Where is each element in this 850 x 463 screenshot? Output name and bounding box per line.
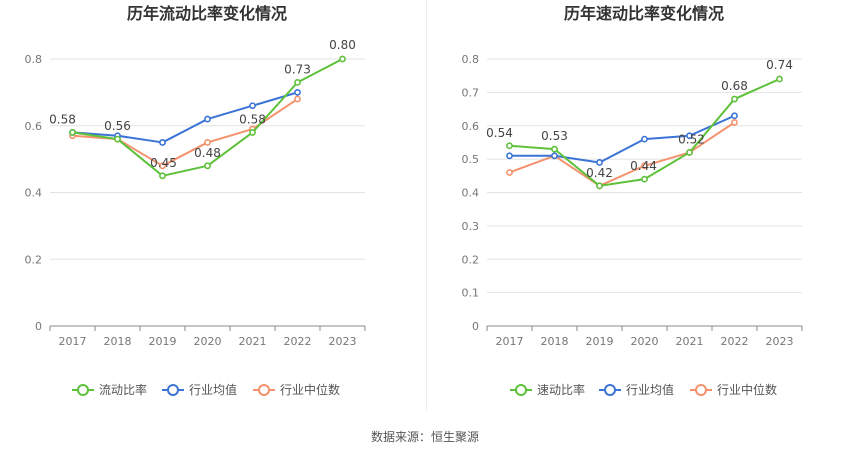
chart2-point-company	[776, 75, 783, 83]
chart2-point-company	[731, 95, 738, 103]
chart2-x-tick-label: 2018	[541, 335, 569, 348]
chart1-line-industry-avg	[72, 91, 298, 144]
chart2-y-tick-label: 0.8	[462, 53, 480, 66]
chart1-point-industry-avg	[294, 88, 301, 96]
chart1-point-industry-avg	[159, 139, 166, 146]
chart1-data-label: 0.48	[194, 146, 221, 160]
chart2-data-label: 0.53	[541, 129, 568, 143]
chart2-x-tick-label: 2019	[586, 335, 614, 348]
chart2-x-tick-label: 2023	[766, 335, 794, 348]
chart1-data-label: 0.56	[104, 119, 131, 133]
chart1-x-tick-label: 2018	[104, 335, 132, 348]
chart2-data-label: 0.42	[586, 166, 613, 180]
chart1-legend-marker-company	[77, 384, 89, 396]
chart2-point-industry-median	[641, 162, 648, 170]
data-source-note: 数据来源：恒生聚源	[370, 430, 479, 444]
chart2-point-company	[506, 142, 513, 150]
chart2-point-industry-median	[731, 119, 738, 126]
chart1-legend-label-industry-avg: 行业均值	[189, 382, 237, 397]
chart2-legend-label-company: 速动比率	[537, 382, 585, 397]
chart1-point-company	[294, 78, 301, 86]
chart2-data-label: 0.68	[721, 79, 748, 93]
chart2-point-company	[686, 149, 693, 156]
chart2-point-company	[596, 182, 603, 190]
chart1-y-tick-label: 0.8	[25, 53, 43, 66]
chart1-x-tick-label: 2019	[149, 335, 177, 348]
chart1-y-tick-label: 0	[35, 320, 42, 333]
chart1-data-label: 0.73	[284, 62, 311, 76]
chart1-x-tick-label: 2020	[194, 335, 222, 348]
chart2-point-industry-avg	[551, 152, 558, 160]
chart1-data-label: 0.58	[239, 112, 266, 126]
chart1-point-company	[204, 162, 211, 170]
chart2-y-tick-label: 0.6	[462, 120, 480, 133]
chart2-x-tick-label: 2022	[721, 335, 749, 348]
chart2-point-industry-avg	[731, 112, 738, 120]
chart1-point-industry-avg	[204, 115, 211, 123]
chart1-y-tick-label: 0.4	[25, 187, 43, 200]
chart1-point-company	[159, 172, 166, 180]
chart2-x-tick-label: 2021	[676, 335, 704, 348]
chart1-legend-marker-industry-avg	[167, 384, 179, 396]
chart1-x-tick-label: 2022	[284, 335, 312, 348]
chart1-point-company	[69, 129, 76, 136]
chart2-y-tick-label: 0	[472, 320, 479, 333]
chart2-legend-marker-industry-avg	[604, 384, 616, 396]
chart1-title: 历年流动比率变化情况	[127, 4, 287, 23]
chart2-point-industry-avg	[506, 152, 513, 160]
chart1-y-tick-label: 0.6	[25, 120, 43, 133]
chart2-y-tick-label: 0.4	[462, 187, 480, 200]
chart1-data-label: 0.58	[49, 112, 76, 126]
chart1-x-tick-label: 2017	[59, 335, 87, 348]
chart2-line-industry-avg	[509, 114, 735, 164]
chart1-data-label: 0.45	[150, 156, 177, 170]
chart2-point-industry-avg	[686, 132, 693, 140]
chart2-legend-marker-company	[515, 384, 527, 396]
chart1-y-tick-label: 0.2	[25, 253, 43, 266]
chart1-legend-label-industry-median: 行业中位数	[280, 382, 340, 397]
chart1-point-company	[249, 129, 256, 136]
chart2-data-label: 0.44	[630, 159, 657, 173]
chart1-legend-label-company: 流动比率	[99, 382, 147, 397]
chart2-point-company	[641, 175, 648, 183]
chart2-legend-label-industry-median: 行业中位数	[717, 382, 777, 397]
chart2-point-industry-median	[506, 169, 513, 176]
chart1-x-tick-label: 2021	[239, 335, 267, 348]
chart2-point-industry-avg	[641, 135, 648, 143]
chart2-y-tick-label: 0.1	[462, 287, 480, 300]
chart1-point-company	[339, 55, 346, 63]
chart1-point-company	[114, 135, 121, 143]
chart2-data-label: 0.52	[678, 132, 705, 146]
chart2-line-industry-median	[509, 121, 736, 187]
chart1-point-industry-median	[204, 139, 211, 146]
chart1-point-industry-median	[294, 95, 301, 103]
chart1-point-industry-avg	[249, 102, 256, 110]
chart1-legend-marker-industry-median	[258, 384, 270, 396]
chart2-y-tick-label: 0.7	[462, 86, 480, 99]
chart2-title: 历年速动比率变化情况	[564, 4, 724, 23]
chart2-y-tick-label: 0.5	[462, 153, 480, 166]
chart2-point-company	[551, 145, 558, 153]
chart2-data-label: 0.74	[766, 58, 793, 72]
chart2-y-tick-label: 0.3	[462, 220, 480, 233]
chart2-legend-marker-industry-median	[695, 384, 707, 396]
chart1-x-tick-label: 2023	[329, 335, 357, 348]
chart1-point-industry-median	[159, 162, 166, 170]
chart2-x-tick-label: 2020	[631, 335, 659, 348]
chart2-data-label: 0.54	[486, 126, 513, 140]
chart2-x-tick-label: 2017	[496, 335, 524, 348]
chart2-point-industry-avg	[596, 159, 603, 166]
chart2-legend-label-industry-avg: 行业均值	[626, 382, 674, 397]
chart1-data-label: 0.80	[329, 38, 356, 52]
panel-divider	[426, 0, 427, 410]
chart2-y-tick-label: 0.2	[462, 253, 480, 266]
